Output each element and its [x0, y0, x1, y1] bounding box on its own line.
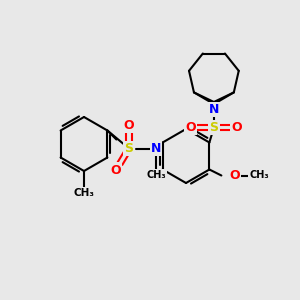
Text: S: S	[209, 121, 218, 134]
Text: CH₃: CH₃	[249, 170, 269, 181]
Text: O: O	[124, 119, 134, 132]
Text: O: O	[230, 169, 240, 182]
Text: S: S	[124, 142, 134, 155]
Text: N: N	[151, 142, 161, 155]
Text: O: O	[110, 164, 121, 177]
Text: N: N	[209, 103, 219, 116]
Text: CH₃: CH₃	[146, 170, 166, 180]
Text: O: O	[232, 121, 242, 134]
Text: O: O	[185, 121, 196, 134]
Text: CH₃: CH₃	[74, 188, 94, 199]
